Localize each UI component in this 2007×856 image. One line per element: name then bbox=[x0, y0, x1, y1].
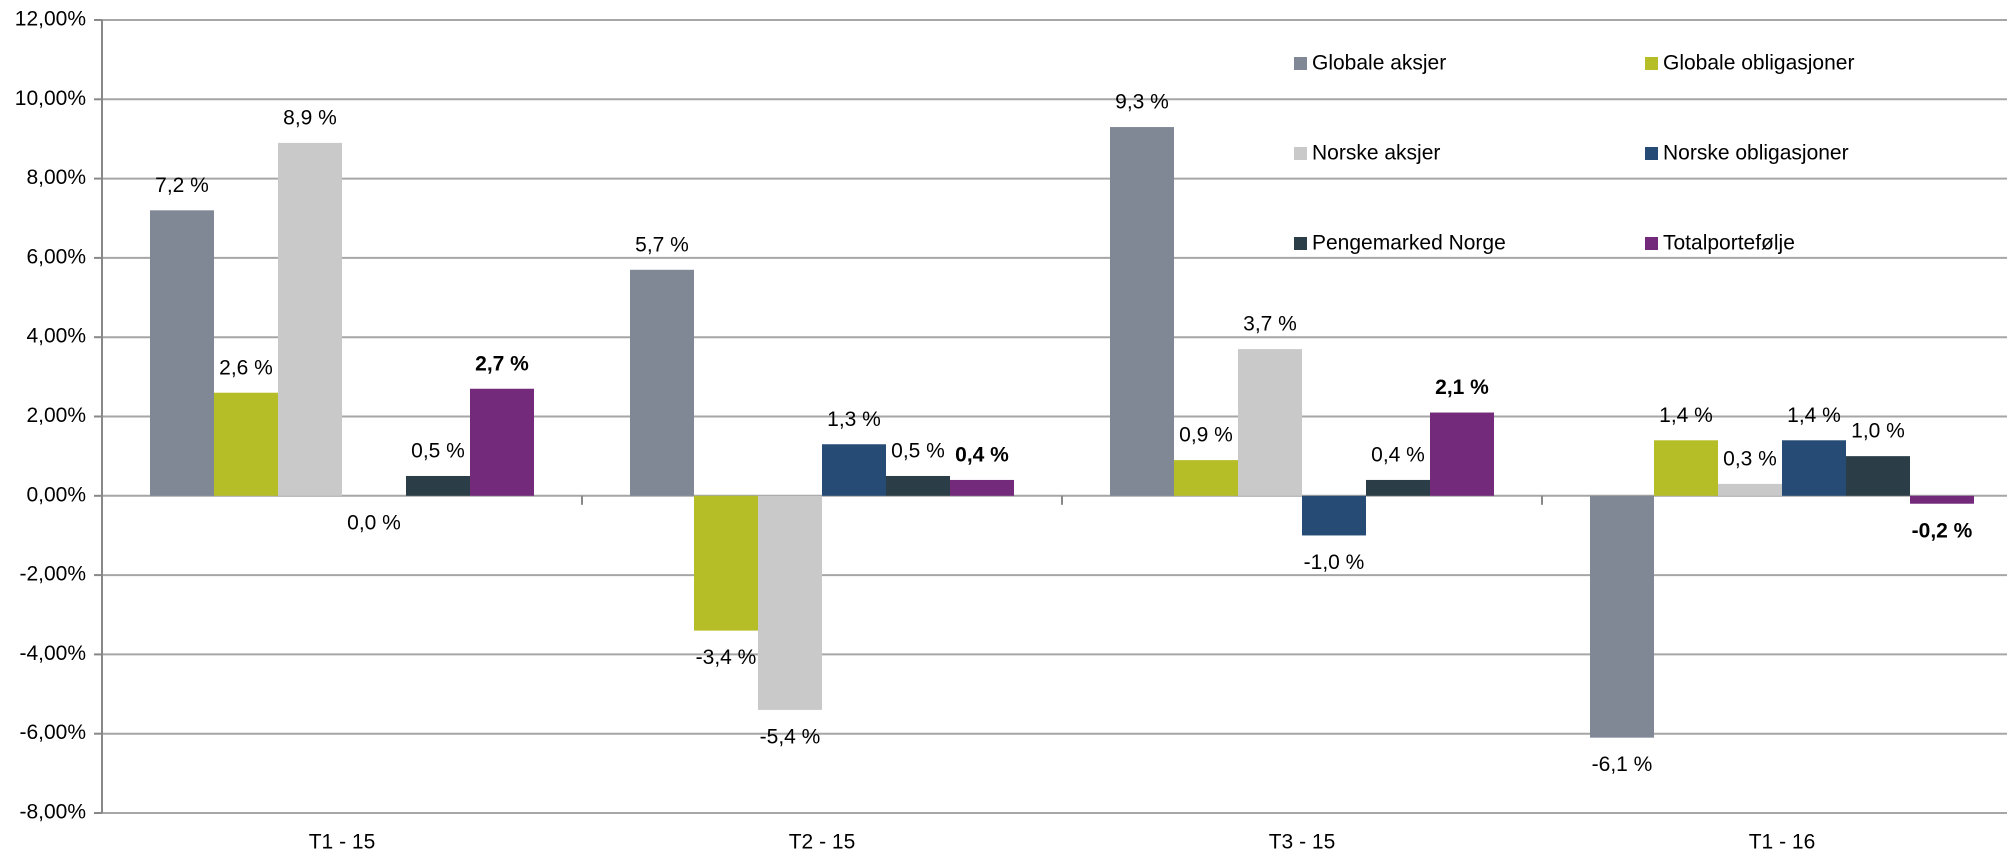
y-tick-label: 10,00% bbox=[15, 87, 86, 110]
x-tick-label: T2 - 15 bbox=[789, 831, 856, 854]
value-label: 0,4 % bbox=[955, 443, 1009, 466]
value-label: -3,4 % bbox=[696, 646, 757, 669]
bar bbox=[1910, 495, 1974, 504]
bar bbox=[950, 479, 1014, 496]
legend-swatch bbox=[1294, 237, 1307, 250]
bar bbox=[1430, 412, 1494, 496]
legend-label: Globale aksjer bbox=[1312, 52, 1446, 75]
value-label: 1,4 % bbox=[1659, 404, 1713, 427]
bar bbox=[886, 475, 950, 496]
bar bbox=[1718, 483, 1782, 496]
value-label: 2,7 % bbox=[475, 352, 529, 375]
value-label: 0,5 % bbox=[891, 440, 945, 463]
x-tick-label: T1 - 16 bbox=[1749, 831, 1816, 854]
legend-label: Pengemarked Norge bbox=[1312, 232, 1506, 255]
bar bbox=[1110, 127, 1174, 496]
value-label: -6,1 % bbox=[1592, 753, 1653, 776]
bar bbox=[406, 475, 470, 496]
value-label: 0,4 % bbox=[1371, 443, 1425, 466]
y-tick-label: 6,00% bbox=[26, 245, 86, 268]
bar bbox=[278, 142, 342, 496]
bar bbox=[822, 444, 886, 496]
y-tick-label: -6,00% bbox=[19, 721, 86, 744]
value-label: 7,2 % bbox=[155, 174, 209, 197]
value-label: -0,2 % bbox=[1912, 519, 1973, 542]
x-tick-label: T3 - 15 bbox=[1269, 831, 1336, 854]
value-label: 1,0 % bbox=[1851, 420, 1905, 443]
bar bbox=[1590, 495, 1654, 738]
legend-swatch bbox=[1294, 57, 1307, 70]
bar bbox=[1174, 460, 1238, 496]
bar bbox=[1846, 456, 1910, 496]
legend-swatch bbox=[1294, 147, 1307, 160]
y-tick-label: 2,00% bbox=[26, 404, 86, 427]
value-label: 0,9 % bbox=[1179, 424, 1233, 447]
legend-label: Totalportefølje bbox=[1663, 232, 1795, 255]
legend-label: Norske obligasjoner bbox=[1663, 142, 1849, 165]
value-label: -1,0 % bbox=[1304, 551, 1365, 574]
value-label: 2,6 % bbox=[219, 356, 273, 379]
bar bbox=[1238, 349, 1302, 496]
value-label: 1,3 % bbox=[827, 408, 881, 431]
y-tick-label: 12,00% bbox=[15, 8, 86, 31]
legend-swatch bbox=[1645, 57, 1658, 70]
legend-label: Globale obligasjoner bbox=[1663, 52, 1854, 75]
value-label: 9,3 % bbox=[1115, 91, 1169, 114]
value-label: 5,7 % bbox=[635, 233, 689, 256]
bar bbox=[150, 210, 214, 496]
value-label: 2,1 % bbox=[1435, 376, 1489, 399]
value-label: 0,0 % bbox=[347, 511, 401, 534]
y-tick-label: 8,00% bbox=[26, 166, 86, 189]
bar bbox=[1366, 479, 1430, 496]
y-tick-label: 4,00% bbox=[26, 325, 86, 348]
bar bbox=[1654, 440, 1718, 496]
x-tick-label: T1 - 15 bbox=[309, 831, 376, 854]
bar bbox=[758, 495, 822, 710]
legend-swatch bbox=[1645, 237, 1658, 250]
legend-swatch bbox=[1645, 147, 1658, 160]
bar bbox=[694, 495, 758, 631]
bar bbox=[630, 269, 694, 496]
y-tick-label: -2,00% bbox=[19, 563, 86, 586]
bar bbox=[1782, 440, 1846, 496]
value-label: 1,4 % bbox=[1787, 404, 1841, 427]
bar bbox=[1302, 495, 1366, 536]
value-label: 8,9 % bbox=[283, 106, 337, 129]
y-tick-label: -4,00% bbox=[19, 642, 86, 665]
value-label: 0,5 % bbox=[411, 440, 465, 463]
value-label: 0,3 % bbox=[1723, 447, 1777, 470]
y-tick-label: 0,00% bbox=[26, 483, 86, 506]
legend-label: Norske aksjer bbox=[1312, 142, 1440, 165]
bar bbox=[470, 388, 534, 496]
value-label: 3,7 % bbox=[1243, 313, 1297, 336]
y-tick-label: -8,00% bbox=[19, 801, 86, 824]
bar bbox=[214, 392, 278, 496]
value-label: -5,4 % bbox=[760, 725, 821, 748]
